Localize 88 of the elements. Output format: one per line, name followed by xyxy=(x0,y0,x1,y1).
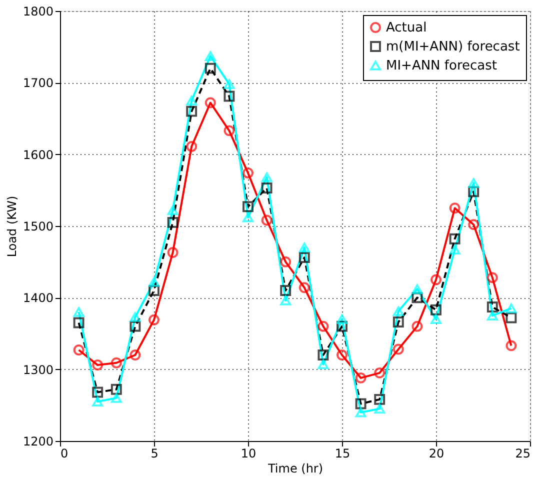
y-tick-label: 1600 xyxy=(22,148,54,162)
point xyxy=(242,168,254,178)
point xyxy=(204,62,216,74)
point xyxy=(355,407,366,418)
point xyxy=(167,247,178,258)
point xyxy=(486,272,498,284)
point xyxy=(73,307,84,317)
point xyxy=(280,285,292,296)
point xyxy=(261,214,272,226)
x-axis-title: Time (hr) xyxy=(266,462,324,476)
point xyxy=(110,393,122,403)
point xyxy=(261,182,272,194)
point xyxy=(224,125,235,136)
point xyxy=(242,201,254,212)
legend-label: MI+ANN forecast xyxy=(386,58,497,74)
point xyxy=(261,172,272,182)
point xyxy=(374,367,386,378)
y-tick-label: 1800 xyxy=(22,4,54,18)
point xyxy=(186,106,198,117)
point xyxy=(449,233,460,244)
x-tick-label: 15 xyxy=(334,446,350,460)
point xyxy=(486,310,498,320)
point xyxy=(204,97,216,108)
point xyxy=(430,304,442,316)
x-tick-label: 5 xyxy=(150,446,158,460)
point xyxy=(374,404,386,414)
point xyxy=(280,296,292,306)
point xyxy=(336,350,348,360)
point xyxy=(318,320,329,332)
point xyxy=(430,274,442,286)
point xyxy=(148,314,160,326)
point xyxy=(468,219,480,230)
point xyxy=(468,178,480,188)
x-tick-label: 20 xyxy=(428,446,444,460)
point xyxy=(92,386,104,398)
y-tick-label: 1700 xyxy=(22,76,54,90)
point xyxy=(336,314,348,324)
point xyxy=(506,340,517,352)
point xyxy=(318,350,329,360)
x-tick-label: 10 xyxy=(240,446,256,460)
y-tick-label: 1500 xyxy=(22,220,54,234)
point xyxy=(73,317,84,328)
point xyxy=(110,357,122,368)
y-tick-label: 1300 xyxy=(22,362,54,377)
point xyxy=(298,242,310,252)
point xyxy=(148,277,160,287)
point xyxy=(506,304,517,314)
point xyxy=(449,202,460,214)
point xyxy=(336,320,348,332)
point xyxy=(242,212,254,222)
point xyxy=(167,205,178,216)
legend-label: m(MI+ANN) forecast xyxy=(386,40,520,54)
point xyxy=(318,359,329,370)
point xyxy=(167,216,178,228)
point xyxy=(374,394,386,405)
point xyxy=(224,79,235,89)
x-tick-label: 0 xyxy=(60,446,68,460)
point xyxy=(355,372,366,384)
point xyxy=(392,344,404,355)
point xyxy=(186,140,198,152)
point xyxy=(430,314,442,324)
point xyxy=(486,302,498,312)
point xyxy=(73,344,84,356)
point xyxy=(355,398,366,410)
point xyxy=(110,384,122,395)
y-tick-label: 1200 xyxy=(22,434,54,448)
y-tick-label: 1400 xyxy=(22,291,54,306)
point xyxy=(298,282,310,294)
point xyxy=(449,244,460,255)
point xyxy=(392,306,404,316)
point xyxy=(506,312,517,324)
point xyxy=(392,316,404,328)
point xyxy=(224,90,235,102)
point xyxy=(204,51,216,62)
point xyxy=(130,320,141,332)
y-axis-title: Load (KW) xyxy=(4,196,19,258)
point xyxy=(130,312,141,322)
point xyxy=(130,350,141,360)
point xyxy=(412,284,423,294)
point xyxy=(412,320,423,332)
point xyxy=(280,256,292,268)
point xyxy=(92,396,104,406)
point xyxy=(92,360,104,370)
point xyxy=(186,96,198,106)
legend-label: Actual xyxy=(386,20,427,36)
x-tick-label: 25 xyxy=(515,446,530,460)
point xyxy=(298,252,310,264)
point xyxy=(412,292,423,304)
